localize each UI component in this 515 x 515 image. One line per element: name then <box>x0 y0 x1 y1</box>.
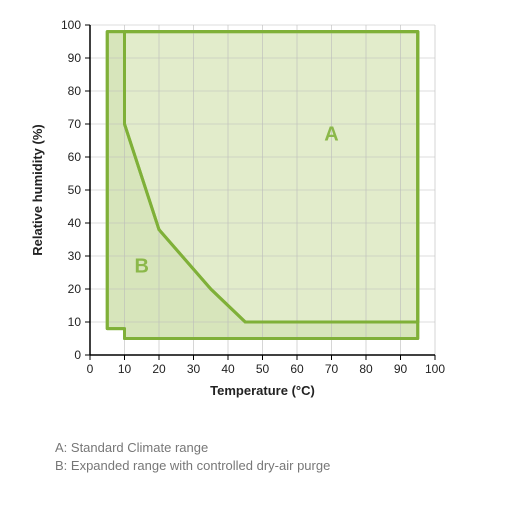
x-tick-label: 20 <box>152 362 166 376</box>
x-tick-label: 80 <box>359 362 373 376</box>
y-tick-label: 0 <box>74 348 81 362</box>
climate-chart: 0 10 20 30 40 50 60 70 80 90 100 0 10 20 30 40 50 60 70 80 9… <box>0 0 515 420</box>
y-tick-label: 50 <box>68 183 82 197</box>
y-tick-label: 60 <box>68 150 82 164</box>
x-tick-label: 0 <box>87 362 94 376</box>
y-axis-label: Relative humidity (%) <box>30 124 45 255</box>
x-tick-label: 60 <box>290 362 304 376</box>
y-tick-label: 80 <box>68 84 82 98</box>
x-axis-label: Temperature (°C) <box>210 383 315 398</box>
y-tick-label: 100 <box>61 18 81 32</box>
chart-container: 0 10 20 30 40 50 60 70 80 90 100 0 10 20 30 40 50 60 70 80 9… <box>0 0 515 515</box>
y-tick-label: 70 <box>68 117 82 131</box>
legend-a: A: Standard Climate range <box>55 440 208 455</box>
x-tick-label: 100 <box>425 362 445 376</box>
y-tick-label: 30 <box>68 249 82 263</box>
x-tick-label: 70 <box>325 362 339 376</box>
x-tick-label: 50 <box>256 362 270 376</box>
y-tick-label: 20 <box>68 282 82 296</box>
y-tick-label: 40 <box>68 216 82 230</box>
x-tick-label: 40 <box>221 362 235 376</box>
region-a-label: A <box>324 124 338 146</box>
legend-b: B: Expanded range with controlled dry-ai… <box>55 458 330 473</box>
region-b-label: B <box>135 256 149 278</box>
y-tick-label: 10 <box>68 315 82 329</box>
x-tick-label: 10 <box>118 362 132 376</box>
y-tick-label: 90 <box>68 51 82 65</box>
x-tick-label: 30 <box>187 362 201 376</box>
x-tick-label: 90 <box>394 362 408 376</box>
